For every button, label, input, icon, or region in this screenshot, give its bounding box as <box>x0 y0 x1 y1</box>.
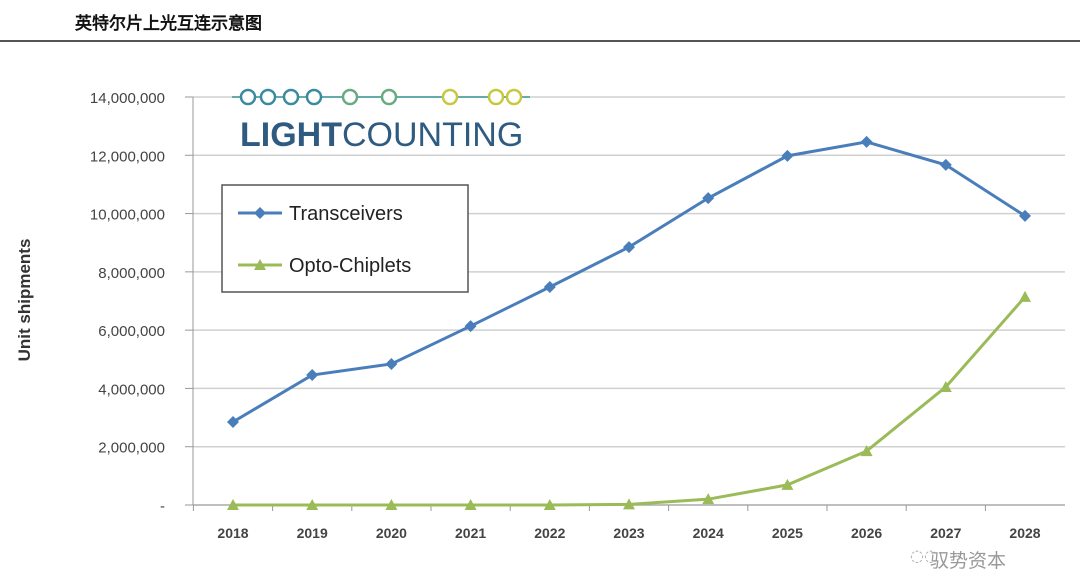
divider <box>0 40 1080 42</box>
watermark: 驭势资本 <box>930 550 1007 572</box>
y-tick-label: 12,000,000 <box>90 148 165 165</box>
legend-label: Transceivers <box>289 203 403 225</box>
x-tick-label: 2023 <box>613 525 644 541</box>
logo-ring <box>259 88 277 106</box>
logo-ring <box>441 88 459 106</box>
data-point <box>1019 209 1031 222</box>
logo-ring <box>341 88 359 106</box>
x-tick-label: 2024 <box>693 525 724 541</box>
y-tick-label: 10,000,000 <box>90 207 165 224</box>
x-tick-label: 2028 <box>1009 525 1040 541</box>
page-title: 英特尔片上光互连示意图 <box>75 14 262 34</box>
x-tick-label: 2021 <box>455 525 486 541</box>
legend-box <box>221 184 469 293</box>
x-tick-label: 2026 <box>851 525 882 541</box>
logo-ring <box>282 88 300 106</box>
data-point <box>464 499 477 510</box>
data-point <box>781 149 794 162</box>
y-tick-label: 4,000,000 <box>98 381 165 398</box>
data-point <box>939 380 952 392</box>
data-point <box>464 320 477 333</box>
legend-marker <box>254 207 266 219</box>
data-point <box>702 493 715 505</box>
y-tick-label: 14,000,000 <box>90 90 165 107</box>
data-point <box>227 499 239 510</box>
y-tick-label: 6,000,000 <box>98 323 165 340</box>
data-point <box>227 415 239 428</box>
y-axis-label: Unit shipments <box>15 239 34 362</box>
logo-ring <box>380 88 398 106</box>
data-point <box>623 498 635 510</box>
data-point <box>385 499 398 510</box>
data-point <box>1019 290 1031 302</box>
data-point <box>860 445 873 457</box>
data-point <box>623 241 635 254</box>
logo-ring <box>487 88 505 106</box>
legend-label: Opto-Chiplets <box>289 255 411 277</box>
logo-ring <box>239 88 257 106</box>
data-point <box>385 357 398 370</box>
y-tick-label: - <box>160 498 165 515</box>
logo-ring <box>505 88 523 106</box>
x-tick-label: 2025 <box>772 525 803 541</box>
data-point <box>860 135 873 148</box>
x-tick-label: 2027 <box>930 525 961 541</box>
series-line-1 <box>233 295 1027 507</box>
x-tick-label: 2022 <box>534 525 565 541</box>
data-point <box>543 281 556 294</box>
y-tick-label: 2,000,000 <box>98 440 165 457</box>
x-tick-label: 2019 <box>297 525 328 541</box>
legend-marker <box>254 259 266 270</box>
x-tick-label: 2020 <box>376 525 407 541</box>
data-point <box>306 499 319 510</box>
data-point <box>543 499 556 510</box>
x-tick-label: 2018 <box>217 525 248 541</box>
data-point <box>306 369 319 382</box>
wechat-icon: ◌◌ <box>910 546 938 565</box>
data-point <box>939 158 952 171</box>
data-point <box>702 192 715 205</box>
y-tick-label: 8,000,000 <box>98 265 165 282</box>
logo-text: LIGHTCOUNTING <box>240 116 523 154</box>
logo-ring <box>305 88 323 106</box>
data-point <box>781 478 794 490</box>
